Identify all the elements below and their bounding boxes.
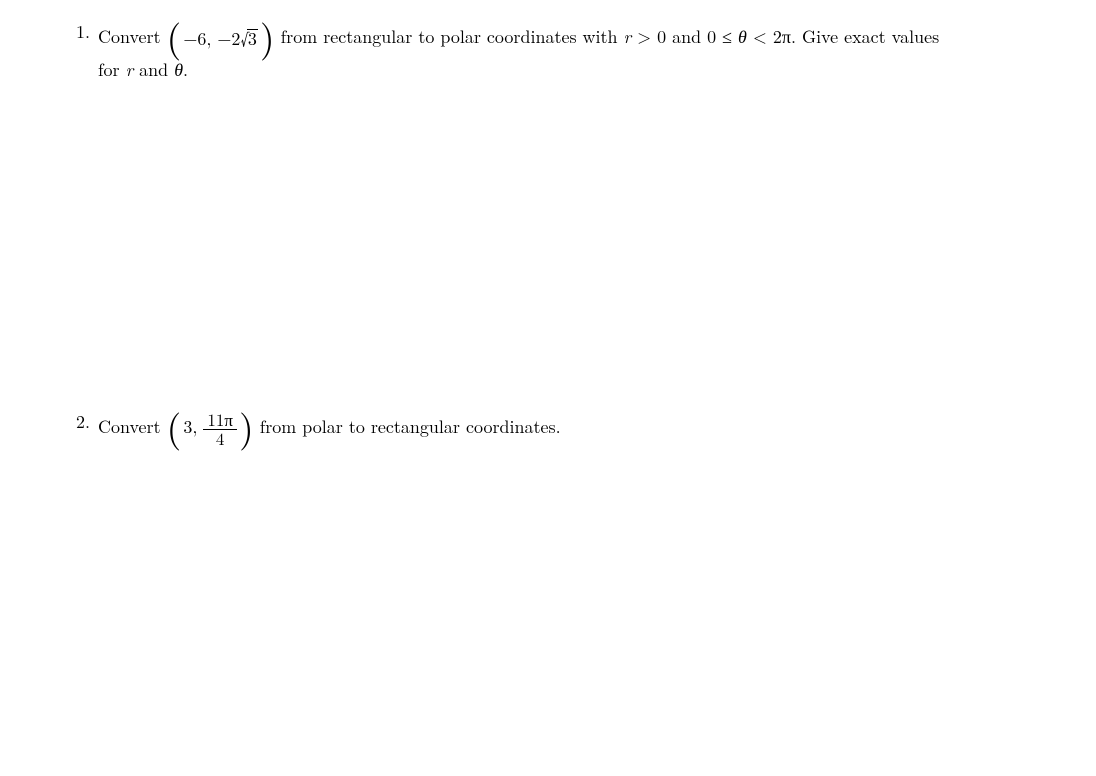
p1-t-mid: θ: [738, 24, 747, 49]
p2-frac-den: 4: [203, 429, 237, 448]
p1-point: (−6, −2√3): [167, 20, 275, 58]
p1-point-radicand: 3: [247, 29, 258, 49]
p2-point-frac: 11π4: [203, 411, 237, 448]
p1-and: and: [666, 24, 707, 49]
p2-point-inner: 3, 11π4: [181, 411, 239, 448]
p1-tail2-period: .: [183, 57, 188, 82]
problem-2: 2. Convert (3, 11π4) from polar to recta…: [62, 410, 1056, 448]
problem-2-line1: Convert (3, 11π4) from polar to rectangu…: [98, 414, 561, 439]
p2-point: (3, 11π4): [167, 410, 254, 448]
problem-1: 1. Convert (−6, −2√3) from rectangular t…: [62, 20, 1056, 82]
problem-1-line1: Convert (−6, −2√3) from rectangular to p…: [98, 24, 939, 49]
problem-2-number: 2.: [62, 410, 90, 434]
problem-1-line2: for r and θ.: [98, 58, 1056, 82]
problem-1-number: 1.: [62, 20, 90, 44]
problem-1-body: Convert (−6, −2√3) from rectangular to p…: [98, 20, 1056, 82]
p1-point-y-pre: −2: [217, 26, 240, 51]
p2-point-r: 3: [183, 414, 192, 439]
p1-point-x: −6: [183, 26, 206, 51]
p1-lead: Convert: [98, 24, 167, 49]
p2-tail: from polar to rectangular coordinates.: [254, 414, 561, 439]
p1-point-close: ): [260, 17, 275, 55]
p2-point-close: ): [239, 407, 254, 445]
p1-t-op2: <: [747, 24, 773, 49]
sqrt-icon: √3: [240, 29, 258, 49]
p1-tail1: Give exact values: [802, 24, 939, 49]
p1-point-inner: −6, −2√3: [181, 29, 260, 49]
p1-r-rhs: 0: [657, 24, 666, 49]
p1-period1: .: [791, 24, 802, 49]
p2-point-open: (: [167, 407, 182, 445]
p2-lead: Convert: [98, 414, 167, 439]
problem-2-body: Convert (3, 11π4) from polar to rectangu…: [98, 410, 1056, 448]
p1-t-lhs: 0: [707, 24, 716, 49]
p1-r-op: >: [631, 24, 657, 49]
p2-point-sep: ,: [192, 414, 203, 439]
p1-tail2-pre: for: [98, 57, 126, 82]
p1-point-open: (: [167, 17, 182, 55]
p1-point-sep: ,: [206, 26, 217, 51]
page: 1. Convert (−6, −2√3) from rectangular t…: [0, 0, 1096, 776]
p1-t-rhs: 2π: [773, 24, 791, 49]
p1-r-var: r: [624, 24, 632, 49]
p1-mid1: from rectangular to polar coordinates wi…: [275, 24, 624, 49]
p1-t-op1: ≤: [716, 24, 738, 49]
